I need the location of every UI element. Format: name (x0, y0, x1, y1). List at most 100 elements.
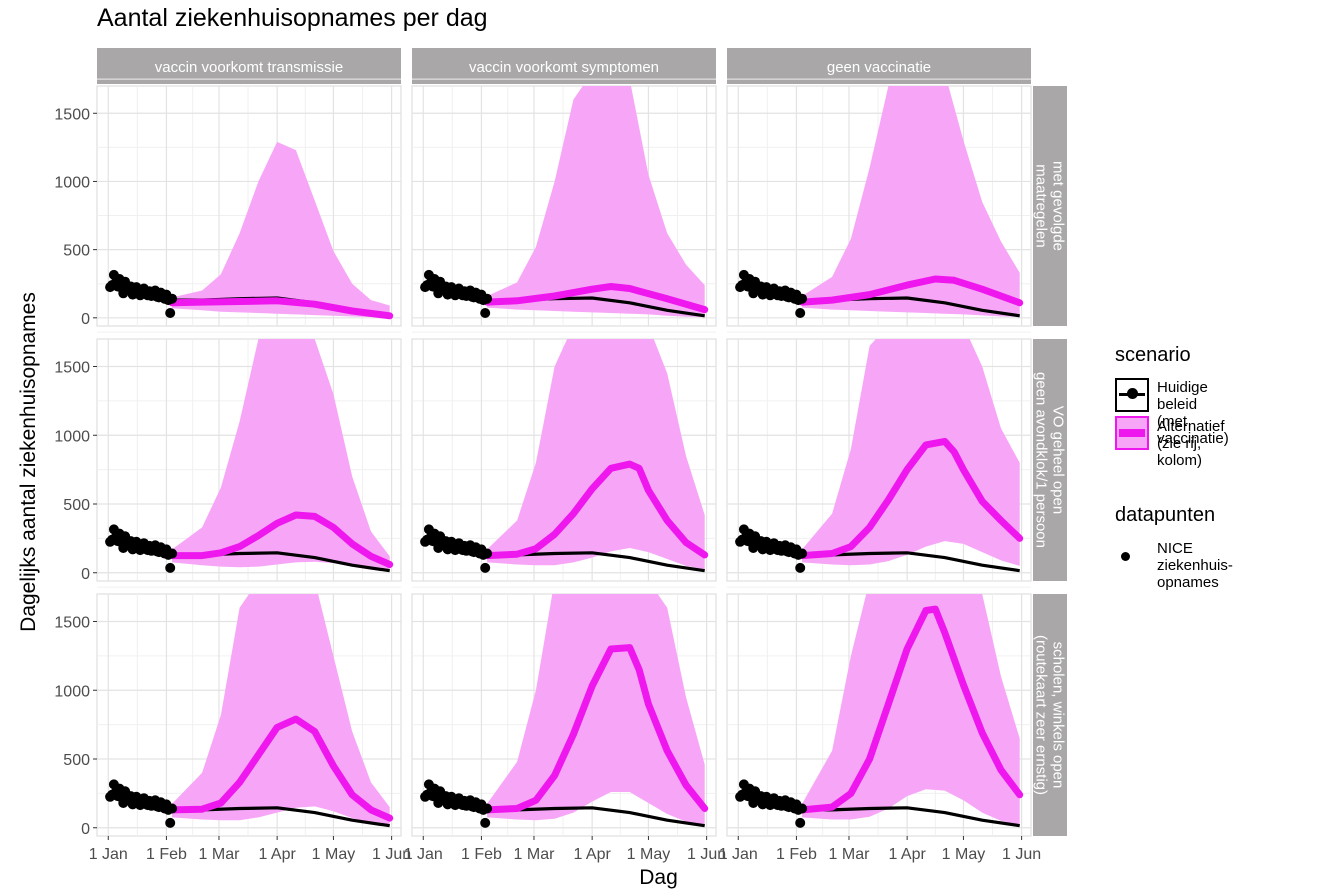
series-line-alternative (798, 275, 1024, 307)
x-tick-label: 1 May (312, 846, 356, 863)
panel-marks (105, 594, 394, 828)
legend-datapoints: datapunten NICE ziekenhuis- opnames (1115, 504, 1233, 591)
facet-strip-column-label: vaccin voorkomt transmissie (155, 59, 343, 76)
datapoint-nice (795, 817, 806, 828)
panel-marks (735, 594, 1024, 828)
datapoint-nice (797, 548, 808, 559)
x-tick-label: 1 Feb (146, 846, 187, 863)
series-line-alternative (168, 511, 394, 568)
datapoint-nice (167, 803, 178, 814)
legend-title-scenario: scenario (1115, 344, 1191, 366)
facet-strip-row (1033, 339, 1067, 581)
datapoint-nice (167, 548, 178, 559)
y-tick-label: 1500 (54, 106, 90, 123)
panel-marks (420, 339, 709, 573)
x-tick-label: 1 Jun (372, 846, 411, 863)
facet-strip-row (1033, 86, 1067, 326)
datapoint-nice (795, 562, 806, 573)
datapoint-nice (165, 308, 176, 318)
uncertainty-band (172, 339, 390, 572)
panel-marks (105, 339, 394, 573)
uncertainty-band (802, 594, 1020, 825)
uncertainty-band (487, 339, 705, 570)
facet-strip-column-label: vaccin voorkomt symptomen (469, 59, 659, 76)
facet-strip-row-label: scholen, winkels open(routekaart zeer er… (1033, 635, 1067, 795)
series-line-alternative (483, 283, 709, 314)
uncertainty-band (172, 141, 390, 318)
datapoint-nice (480, 308, 491, 318)
y-tick-label: 1500 (54, 360, 90, 377)
x-tick-label: 1 Mar (199, 846, 241, 863)
y-tick-label: 1000 (54, 174, 90, 191)
uncertainty-band (487, 594, 705, 825)
x-tick-label: 1 Jun (687, 846, 726, 863)
legend-label-baseline: Huidige beleid (met vaccinatie) (1157, 379, 1229, 447)
facet-strip-row-label-line: maatregelen (1033, 164, 1050, 247)
facet-strip-row (1033, 594, 1067, 836)
x-axis-label: Dag (639, 866, 678, 889)
y-axis-label: Dagelijks aantal ziekenhuisopnames (17, 292, 40, 632)
facet-strip-row-label: VO geheel opengeen avondklok/1 persoon (1033, 372, 1067, 548)
facet-strip-row-label-line: met gevolgde (1050, 161, 1067, 251)
y-tick-label: 1500 (54, 615, 90, 632)
y-tick-label: 0 (81, 821, 90, 838)
series-line-alternative (168, 715, 394, 822)
datapoint-nice (165, 817, 176, 828)
legend-label-alternative: Alternatief (zie rij, kolom) (1157, 418, 1225, 469)
series-line-alternative (798, 437, 1024, 560)
datapoint-nice (167, 293, 178, 304)
y-tick-label: 1000 (54, 683, 90, 700)
panel-marks (420, 86, 709, 318)
facet-strip-row-label-line: (routekaart zeer ernstig) (1033, 635, 1050, 795)
legend-key-nice (1121, 552, 1130, 561)
legend-key-baseline (1115, 378, 1149, 412)
y-tick-label: 500 (63, 752, 90, 769)
uncertainty-band (802, 339, 1020, 566)
x-tick-label: 1 Apr (888, 846, 926, 863)
datapoint-nice (482, 803, 493, 814)
y-tick-label: 500 (63, 243, 90, 260)
x-tick-label: 1 May (627, 846, 671, 863)
x-tick-label: 1 Jan (719, 846, 758, 863)
facet-strip-row-label: met gevolgdemaatregelen (1033, 161, 1067, 251)
legend-key-alternative (1115, 416, 1149, 450)
facet-strip-column-label: geen vaccinatie (827, 59, 931, 76)
datapoint-nice (165, 562, 176, 573)
legend-label-nice: NICE ziekenhuis- opnames (1157, 540, 1233, 591)
x-tick-label: 1 Feb (776, 846, 817, 863)
x-tick-label: 1 Apr (258, 846, 296, 863)
datapoint-nice (480, 562, 491, 573)
facet-strip-column (97, 48, 401, 84)
panel-marks (420, 594, 709, 828)
facet-strip-row-label-line: scholen, winkels open (1050, 642, 1067, 789)
x-tick-label: 1 Mar (514, 846, 556, 863)
series-line-alternative (483, 460, 709, 560)
series-line-alternative (798, 605, 1024, 814)
series-line-alternative (168, 297, 394, 320)
panel-marks (735, 86, 1024, 318)
datapoint-nice (797, 803, 808, 814)
facet-strip-column (727, 48, 1031, 84)
datapoint-nice (482, 293, 493, 304)
y-tick-label: 0 (81, 566, 90, 583)
x-tick-label: 1 Jun (1002, 846, 1041, 863)
x-tick-label: 1 May (942, 846, 986, 863)
y-tick-label: 0 (81, 311, 90, 328)
x-tick-label: 1 Jan (404, 846, 443, 863)
y-tick-label: 1000 (54, 428, 90, 445)
y-tick-label: 500 (63, 497, 90, 514)
legend-title-datapoints: datapunten (1115, 504, 1216, 526)
legend: scenario (1115, 344, 1191, 367)
datapoint-nice (482, 548, 493, 559)
series-line-alternative (483, 644, 709, 814)
x-tick-label: 1 Apr (573, 846, 611, 863)
datapoint-nice (795, 308, 806, 318)
x-tick-label: 1 Mar (829, 846, 871, 863)
panel-marks (105, 141, 394, 320)
datapoint-nice (480, 817, 491, 828)
datapoint-nice (797, 293, 808, 304)
panel-marks (735, 339, 1024, 573)
chart-title: Aantal ziekenhuisopnames per dag (97, 4, 488, 32)
facet-strip-column (412, 48, 716, 84)
